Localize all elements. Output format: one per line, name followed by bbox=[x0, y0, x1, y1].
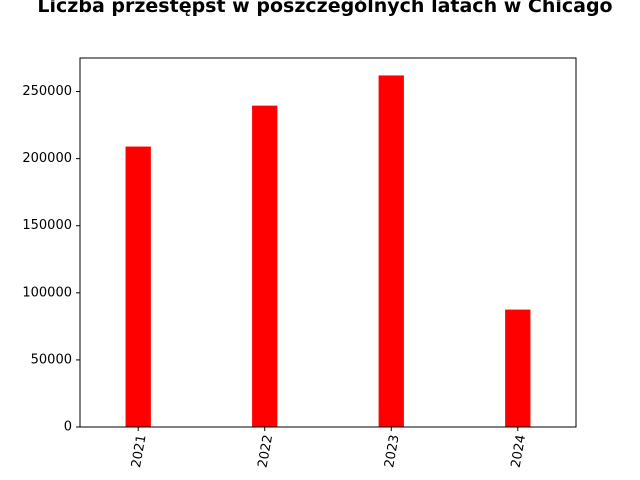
plot-area-frame bbox=[79, 57, 577, 428]
y-tick-label: 100000 bbox=[22, 285, 72, 300]
bar-2022 bbox=[252, 105, 278, 427]
y-axis: 0 50000 100000 150000 200000 250000 bbox=[22, 84, 80, 435]
bars-group bbox=[125, 75, 531, 427]
y-tick-label: 250000 bbox=[22, 84, 72, 99]
chart-title: Liczba przestępst w poszczególnych latac… bbox=[37, 0, 612, 17]
x-tick-label-2023: 2023 bbox=[382, 434, 403, 469]
y-tick-label: 150000 bbox=[22, 218, 72, 233]
x-tick-label-2024: 2024 bbox=[509, 434, 530, 469]
y-tick-label: 50000 bbox=[31, 352, 72, 367]
y-tick-label: 200000 bbox=[22, 151, 72, 166]
x-tick-label-2022: 2022 bbox=[256, 434, 277, 469]
x-axis: 2021 2022 2023 2024 bbox=[129, 427, 529, 469]
bar-2021 bbox=[125, 146, 151, 427]
x-tick-label-2021: 2021 bbox=[129, 434, 150, 469]
bar-2024 bbox=[505, 309, 531, 427]
y-tick-label: 0 bbox=[64, 420, 72, 435]
bar-2023 bbox=[378, 75, 404, 427]
